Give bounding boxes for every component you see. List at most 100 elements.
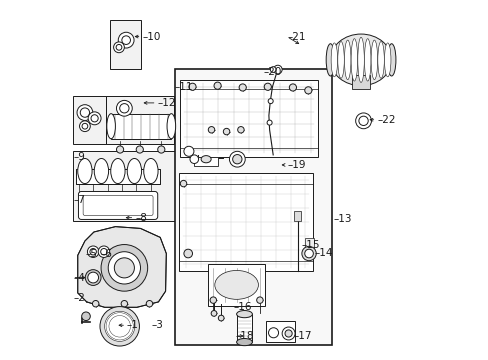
Circle shape <box>87 246 99 257</box>
Ellipse shape <box>337 41 344 78</box>
Circle shape <box>107 314 132 338</box>
Circle shape <box>113 42 124 53</box>
Text: –13: –13 <box>333 215 351 224</box>
Bar <box>76 169 160 184</box>
Ellipse shape <box>236 311 252 318</box>
Circle shape <box>180 180 186 187</box>
Ellipse shape <box>127 158 142 184</box>
Text: –6: –6 <box>100 248 112 258</box>
Text: –18: –18 <box>235 331 253 341</box>
Text: –9: –9 <box>73 152 85 162</box>
Circle shape <box>264 83 271 90</box>
Circle shape <box>190 155 198 163</box>
Circle shape <box>118 32 134 48</box>
Ellipse shape <box>370 40 377 80</box>
Circle shape <box>267 99 273 104</box>
FancyBboxPatch shape <box>83 195 153 216</box>
Bar <box>180 80 317 157</box>
Circle shape <box>183 249 192 258</box>
Ellipse shape <box>136 146 143 153</box>
Text: –4: –4 <box>73 273 85 283</box>
Circle shape <box>270 67 276 72</box>
Ellipse shape <box>236 338 252 346</box>
Ellipse shape <box>143 158 158 184</box>
Text: –19: –19 <box>287 160 305 170</box>
Circle shape <box>116 44 122 50</box>
Bar <box>293 211 301 221</box>
Ellipse shape <box>214 270 258 299</box>
Text: –7: –7 <box>73 195 85 205</box>
Text: –8: –8 <box>135 213 147 222</box>
Circle shape <box>301 246 316 261</box>
Text: –14: –14 <box>314 248 332 258</box>
Circle shape <box>80 108 89 117</box>
Bar <box>265 320 295 342</box>
Ellipse shape <box>167 114 175 139</box>
Ellipse shape <box>377 41 384 78</box>
Bar <box>106 96 174 144</box>
Circle shape <box>208 127 214 133</box>
Circle shape <box>98 246 109 257</box>
Circle shape <box>120 104 129 113</box>
Bar <box>110 21 140 69</box>
Text: –21: –21 <box>287 32 305 41</box>
Circle shape <box>100 307 139 346</box>
Circle shape <box>77 105 93 121</box>
Circle shape <box>289 84 296 91</box>
Ellipse shape <box>386 44 395 76</box>
FancyBboxPatch shape <box>78 192 158 220</box>
Circle shape <box>92 301 99 307</box>
Circle shape <box>285 330 292 337</box>
Polygon shape <box>78 226 166 307</box>
Ellipse shape <box>325 44 334 76</box>
Text: –5: –5 <box>86 248 98 258</box>
Ellipse shape <box>110 158 125 184</box>
Bar <box>111 114 171 139</box>
Circle shape <box>239 84 246 91</box>
Circle shape <box>101 248 107 255</box>
Bar <box>351 75 369 89</box>
Ellipse shape <box>330 43 337 77</box>
Bar <box>194 157 217 166</box>
Circle shape <box>229 151 244 167</box>
Circle shape <box>223 129 229 135</box>
Circle shape <box>81 312 90 320</box>
Circle shape <box>114 320 125 332</box>
Ellipse shape <box>384 43 390 77</box>
Bar <box>174 69 331 345</box>
Circle shape <box>101 244 147 291</box>
Bar <box>73 151 174 221</box>
Circle shape <box>273 65 282 74</box>
Circle shape <box>85 270 101 285</box>
Text: –3: –3 <box>151 320 163 330</box>
Bar <box>305 238 314 250</box>
Ellipse shape <box>158 146 164 153</box>
Circle shape <box>88 112 101 125</box>
Circle shape <box>82 123 88 129</box>
Ellipse shape <box>357 37 364 82</box>
Ellipse shape <box>201 156 211 163</box>
Circle shape <box>116 100 132 116</box>
Text: –16: –16 <box>233 302 251 312</box>
Circle shape <box>210 297 216 303</box>
Circle shape <box>90 248 96 255</box>
Ellipse shape <box>350 39 357 81</box>
Bar <box>179 173 312 271</box>
Text: –22: –22 <box>376 115 395 125</box>
Ellipse shape <box>94 158 108 184</box>
Circle shape <box>122 36 130 44</box>
Circle shape <box>80 121 90 132</box>
Ellipse shape <box>116 146 123 153</box>
Circle shape <box>282 327 294 340</box>
Circle shape <box>211 311 217 316</box>
Circle shape <box>268 328 278 338</box>
Circle shape <box>232 154 242 164</box>
Text: –1: –1 <box>126 320 139 330</box>
Circle shape <box>114 258 134 278</box>
Ellipse shape <box>78 158 92 184</box>
Ellipse shape <box>330 34 391 86</box>
Circle shape <box>146 301 152 307</box>
Text: –11: –11 <box>174 82 193 92</box>
Text: –10: –10 <box>142 32 161 41</box>
Circle shape <box>183 146 194 156</box>
